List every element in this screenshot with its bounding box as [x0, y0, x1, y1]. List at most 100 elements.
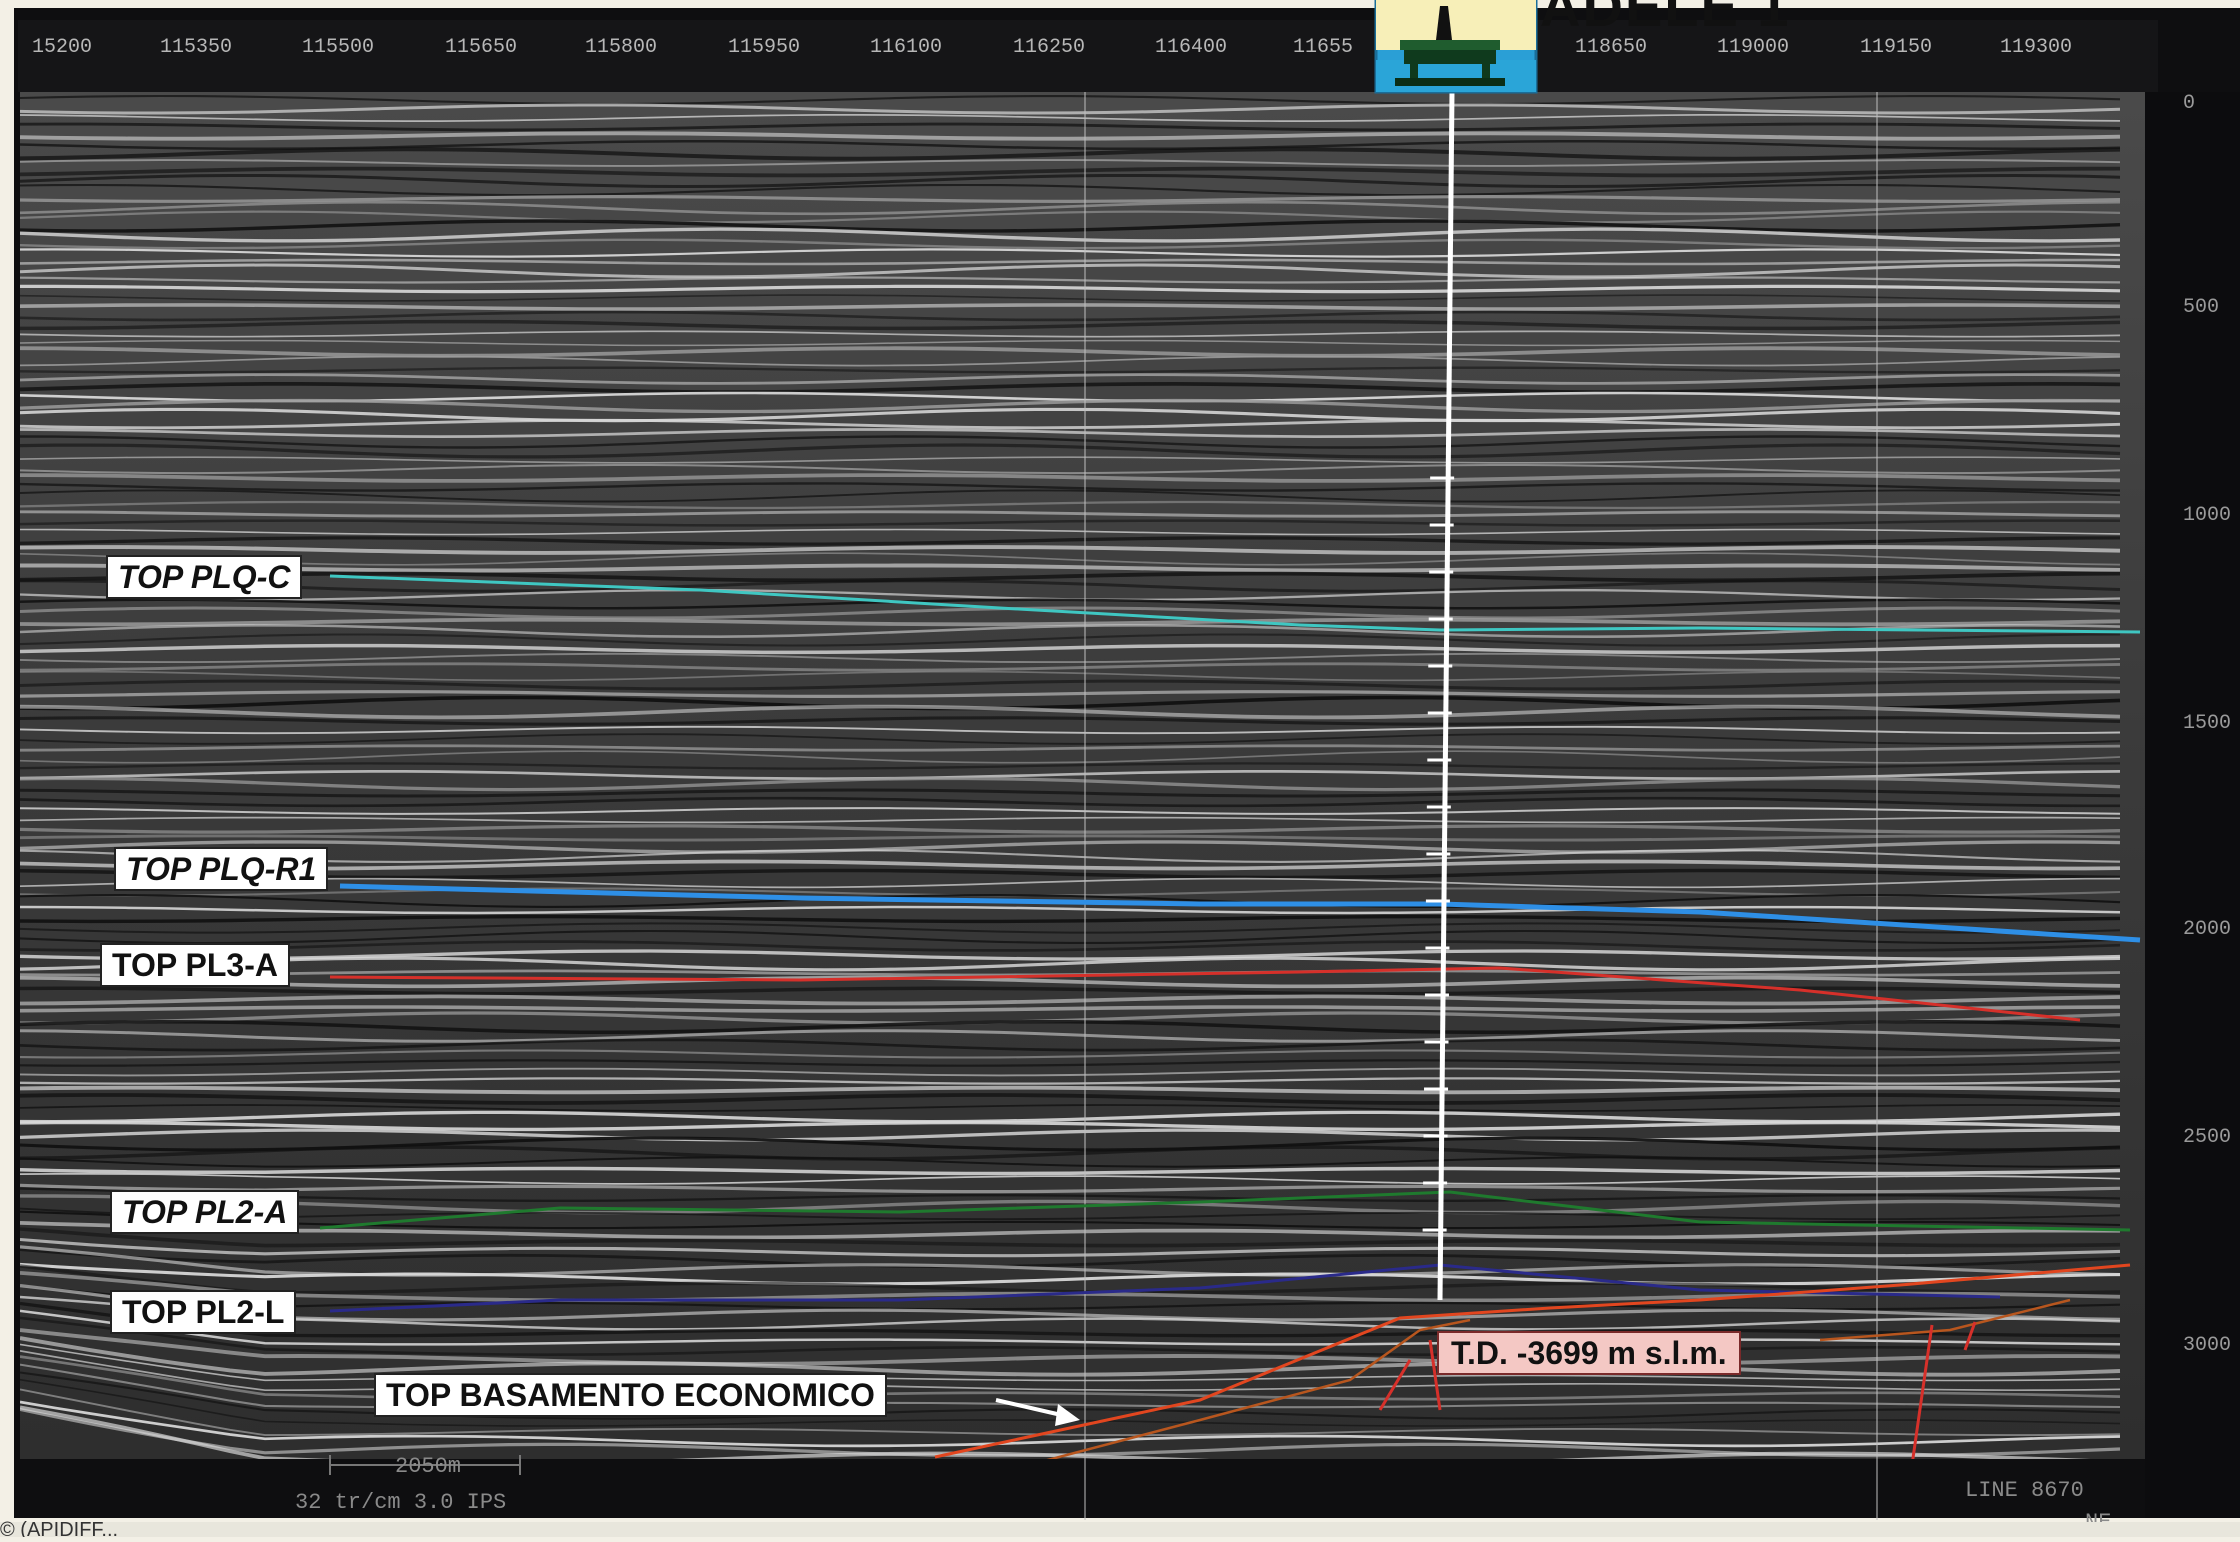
- reflector: [20, 166, 2121, 178]
- reflector: [20, 762, 2121, 770]
- basement-trace-1: [1819, 1298, 2071, 1342]
- reflector: [20, 1183, 2121, 1194]
- reflector: [20, 1371, 2121, 1420]
- reflector: [20, 489, 2121, 503]
- reflector: [20, 94, 2121, 106]
- reflector: [20, 744, 2121, 752]
- reflector: [20, 382, 2121, 394]
- fault-line-2: [1428, 1339, 1442, 1411]
- reflector: [20, 1316, 2121, 1357]
- depth-tick-3000: 3000: [2183, 1334, 2231, 1357]
- reflector: [20, 418, 2121, 430]
- reflector: [20, 788, 2121, 798]
- trace-number-8: 116400: [1155, 36, 1227, 59]
- horizon-line-3: [319, 1190, 2131, 1232]
- reflector: [20, 310, 2121, 322]
- reflector: [20, 840, 2121, 854]
- reflector: [20, 1343, 2121, 1382]
- reflector: [20, 398, 2121, 414]
- reflector: [20, 103, 2121, 115]
- reflector: [20, 248, 2121, 258]
- reflector: [20, 868, 2121, 880]
- reflector: [20, 131, 2121, 141]
- reflector: [20, 690, 2121, 699]
- reflector: [20, 1221, 2121, 1240]
- reflector: [20, 500, 2121, 510]
- reflector: [20, 194, 2121, 204]
- depth-tick-1000: 1000: [2183, 504, 2231, 527]
- reflector: [20, 528, 2121, 536]
- reflector: [20, 473, 2121, 483]
- reflector: [20, 1038, 2121, 1052]
- reflector: [20, 1156, 2121, 1168]
- horizon-label-basamento: TOP BASAMENTO ECONOMICO: [374, 1373, 887, 1417]
- reflector: [20, 670, 2121, 682]
- reflector: [20, 679, 2121, 691]
- reflector: [20, 1363, 2121, 1409]
- scale-distance: 2050m: [395, 1454, 461, 1479]
- reflector: [20, 1166, 2121, 1176]
- reflector: [20, 1405, 2091, 1459]
- reflector: [20, 210, 2121, 224]
- well-depth-ticks: [1422, 476, 1455, 1232]
- reflector: [20, 1262, 2121, 1286]
- reflector: [20, 545, 2121, 555]
- trace-number-13: 119150: [1860, 36, 1932, 59]
- reflector: [20, 956, 2121, 972]
- reflector: [20, 464, 2121, 475]
- reflector: [20, 598, 2121, 610]
- reflector: [20, 407, 2121, 423]
- horizon-line-0: [329, 574, 2141, 634]
- reflector: [20, 1194, 2121, 1215]
- reflector: [20, 200, 2121, 216]
- basamento-arrow: [995, 1398, 1080, 1426]
- reflector: [20, 219, 2121, 233]
- reflector: [20, 1145, 2121, 1161]
- reflector: [20, 1309, 2121, 1346]
- reflector: [20, 816, 2121, 824]
- reflector: [20, 510, 2121, 518]
- depth-scale-band: [2145, 92, 2240, 1518]
- reflector: [20, 1350, 2121, 1392]
- reflector: [20, 443, 2121, 459]
- basement-trace-0: [1046, 1318, 1471, 1459]
- copyright-strip: © (APIDIFF...: [0, 1519, 118, 1537]
- reflector: [20, 1077, 2121, 1085]
- reflector: [20, 633, 2121, 647]
- reflector: [20, 1128, 2121, 1142]
- reflector: [20, 975, 2121, 989]
- reflector: [20, 563, 2121, 573]
- scale-bar: 2050m 32 tr/cm 3.0 IPS: [295, 1454, 521, 1515]
- reflector: [20, 1019, 2121, 1035]
- horizon-label-pl2-a: TOP PL2-A: [110, 1190, 300, 1234]
- reflector: [20, 1295, 2121, 1331]
- reflector: [20, 859, 2121, 871]
- reflector: [20, 482, 2121, 492]
- reflector: [20, 238, 2121, 250]
- reflector: [20, 1388, 2121, 1437]
- reflector: [20, 1085, 2121, 1095]
- scale-ratio: 32 tr/cm 3.0 IPS: [295, 1490, 506, 1515]
- reflector: [20, 704, 2121, 720]
- reflector: [20, 173, 2121, 189]
- reflector: [20, 652, 2121, 664]
- trace-number-12: 119000: [1717, 36, 1789, 59]
- reflector: [20, 1173, 2121, 1185]
- fault-line-3: [1378, 1359, 1412, 1411]
- reflector: [20, 940, 2121, 952]
- trace-number-7: 116250: [1013, 36, 1085, 59]
- fault-line-0: [1911, 1324, 1934, 1459]
- reflector: [20, 796, 2120, 808]
- reflector: [20, 617, 2121, 627]
- reflector: [20, 1187, 2121, 1202]
- reflector: [20, 1207, 2121, 1221]
- reflector: [20, 877, 2121, 889]
- reflector: [20, 435, 2121, 449]
- reflector: [20, 733, 2121, 745]
- reflector: [20, 1328, 2121, 1366]
- reflector: [20, 994, 2121, 1006]
- reflector: [20, 905, 2121, 915]
- reflector: [20, 1237, 2121, 1258]
- reflector: [20, 643, 2121, 655]
